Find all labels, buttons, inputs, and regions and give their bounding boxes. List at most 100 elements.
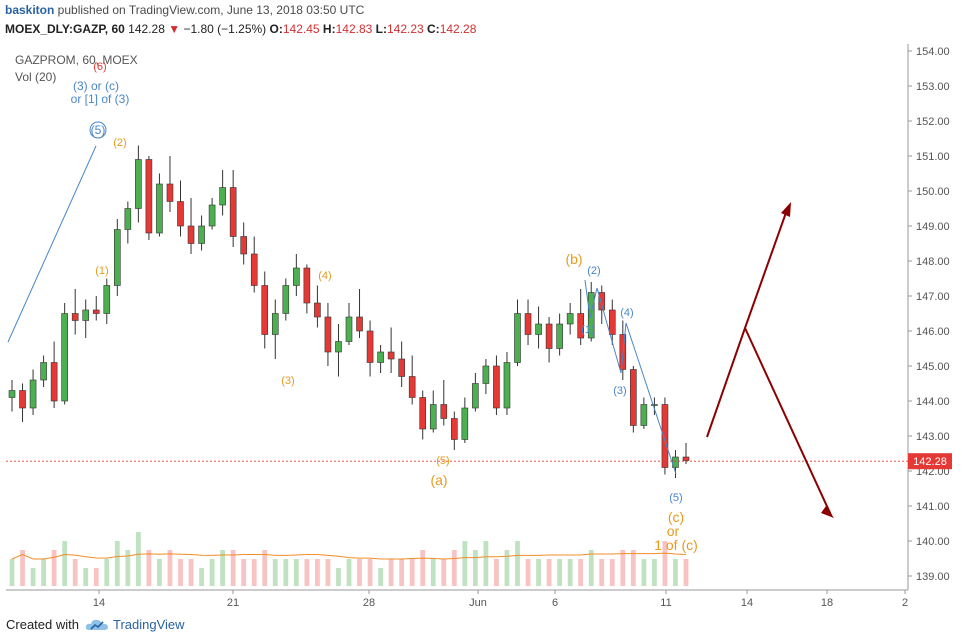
volume-bar (167, 550, 173, 586)
volume-bar (472, 550, 478, 586)
volume-bar (9, 559, 15, 586)
wave-label: (4) (318, 270, 331, 282)
candle-body (40, 362, 47, 381)
arrowhead-down (821, 506, 834, 518)
footer: Created with TradingView (6, 617, 185, 632)
tradingview-cloud-icon (85, 619, 108, 630)
candle-body (556, 323, 563, 349)
volume-bar (157, 559, 162, 586)
candle-body (208, 204, 216, 227)
wave-label: (2) (113, 137, 126, 149)
candle-body (92, 309, 100, 314)
volume-ma-line (11, 552, 687, 560)
x-tick-label: 21 (227, 597, 239, 609)
candle-body (8, 390, 16, 398)
wave-label: (1) (581, 324, 594, 336)
volume-bar (652, 559, 657, 586)
last-price-tag (908, 453, 952, 470)
y-tick-label: 145.00 (916, 361, 950, 373)
candle-body (566, 313, 574, 325)
y-tick-label: 141.00 (916, 501, 950, 513)
projection-arrow-down (744, 327, 832, 516)
volume-bar (525, 559, 531, 586)
volume-bar (272, 559, 278, 586)
candle-body (387, 351, 395, 360)
candle-body (71, 313, 79, 321)
low-value: 142.23 (386, 22, 424, 36)
volume-bar (515, 541, 520, 586)
candle-body (61, 313, 68, 402)
volume-bar (241, 559, 247, 586)
candle-body (50, 362, 58, 402)
candle-body (187, 225, 195, 244)
x-tick-label: 14 (741, 597, 753, 609)
close-label: C: (427, 22, 440, 36)
last-price: 142.28 (128, 22, 165, 36)
wave-label: 1 of (c) (654, 537, 698, 553)
x-tick-label: 28 (363, 597, 375, 609)
low-label: L: (375, 22, 387, 36)
candle-body (640, 404, 648, 426)
volume-bar (230, 550, 236, 586)
published-text: published on TradingView.com, June 13, 2… (54, 3, 365, 17)
author-link[interactable]: baskiton (5, 3, 55, 17)
volume-bar (146, 550, 152, 586)
candle-body (282, 285, 290, 314)
candle-body (440, 404, 448, 419)
y-tick-label: 140.00 (916, 536, 950, 548)
candle-body (598, 292, 606, 311)
volume-bar (20, 550, 25, 586)
wave-label: (a) (430, 472, 447, 488)
volume-bar (578, 559, 584, 586)
volume-bar (388, 559, 394, 586)
open-value: 142.45 (282, 22, 320, 36)
volume-bar (83, 568, 89, 586)
candle-body (398, 358, 405, 377)
x-tick-label: 2 (902, 597, 908, 609)
x-tick-label: 18 (821, 597, 833, 609)
volume-bar (325, 559, 331, 586)
candle-body (577, 313, 584, 339)
wave-label: (3) (281, 375, 294, 387)
x-tick-label: 14 (93, 597, 105, 609)
candle-body (303, 267, 311, 304)
wave-5-circle (89, 121, 107, 139)
candle-body (135, 159, 142, 209)
wave-label: (5) (669, 492, 682, 504)
wave-label: (b) (565, 251, 582, 267)
ohlc-header: MOEX_DLY:GAZP, 60 142.28 ▼ −1.80 (−1.25%… (5, 22, 476, 36)
volume-bar (378, 568, 383, 586)
candle-body (377, 351, 384, 363)
high-value: 142.83 (335, 22, 373, 36)
volume-bar (72, 559, 78, 586)
y-tick-label: 139.00 (916, 571, 950, 583)
chart-legend: GAZPROM, 60, MOEX Vol (20) (15, 52, 138, 86)
y-tick-label: 144.00 (916, 396, 950, 408)
tradingview-brand[interactable]: TradingView (85, 617, 185, 632)
volume-bar (104, 559, 110, 586)
candle-body (587, 292, 595, 339)
volume-bar (620, 550, 626, 586)
candle-body (261, 285, 269, 335)
candle-body (198, 225, 205, 244)
arrowhead-up (781, 202, 791, 217)
candle-body (524, 313, 532, 335)
volume-bar (630, 550, 636, 586)
candle-body (408, 376, 416, 398)
wave-line-up (7, 145, 97, 343)
volume-bar (30, 568, 36, 586)
volume-bar (220, 550, 226, 586)
candle-body (229, 187, 237, 237)
candle-body (271, 313, 279, 335)
volume-bar (93, 568, 99, 586)
candle-body (472, 383, 479, 409)
y-tick-label: 150.00 (916, 186, 950, 198)
price-chart[interactable]: 154.00 153.00 152.00 151.00 150.00 149.00 148.… (0, 40, 962, 610)
plot-area (6, 44, 908, 590)
y-tick-label: 148.00 (916, 256, 950, 268)
candle-body (219, 187, 226, 206)
candle-body (156, 183, 163, 234)
candle-body (103, 285, 111, 314)
volume-bar (494, 559, 499, 586)
wave-label: (1) (95, 265, 108, 277)
